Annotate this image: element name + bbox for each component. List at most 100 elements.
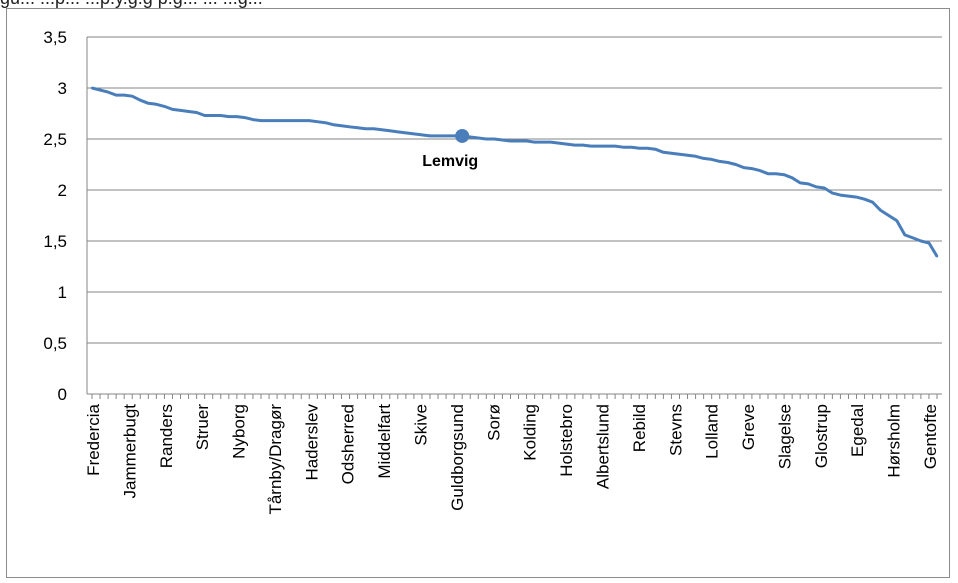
- data-point: [251, 118, 255, 121]
- data-point: [396, 130, 400, 134]
- data-point: [911, 236, 915, 240]
- data-point: [646, 146, 649, 150]
- data-point: [477, 136, 480, 140]
- data-point: [638, 146, 641, 150]
- data-point: [702, 157, 705, 160]
- data-point: [147, 102, 150, 105]
- x-tick-label: Slagelse: [775, 404, 794, 469]
- data-point: [372, 127, 375, 130]
- x-tick-labels: Fredercia Jammerbugt Randers Struer Nyborg Tå…: [84, 403, 940, 514]
- data-point: [525, 139, 528, 143]
- data-point: [469, 135, 472, 139]
- x-tick-label: Randers: [157, 404, 176, 468]
- x-tick-label: Jammerbugt: [120, 404, 139, 499]
- data-point: [259, 119, 263, 122]
- data-point: [903, 233, 907, 237]
- y-tick-label: 2,5: [43, 130, 67, 149]
- x-tick-label: Egedal: [848, 404, 867, 457]
- y-tick-label: 1: [58, 283, 67, 302]
- data-point: [90, 86, 94, 90]
- data-point: [316, 120, 319, 123]
- x-tick-label: Skive: [412, 404, 431, 446]
- data-point: [782, 173, 786, 176]
- data-point: [211, 114, 214, 117]
- data-point: [533, 140, 536, 144]
- data-point: [203, 114, 206, 117]
- data-point: [428, 134, 432, 138]
- data-point: [187, 110, 190, 113]
- annotation-layer: Lemvig: [422, 128, 478, 170]
- data-point: [452, 134, 456, 138]
- data-point: [670, 152, 673, 155]
- data-point: [235, 115, 239, 118]
- y-tick-label: 0: [58, 385, 67, 404]
- axes: [86, 37, 942, 399]
- x-tick-label: Gentofte: [921, 404, 940, 469]
- data-point: [131, 94, 134, 98]
- data-point: [493, 137, 496, 141]
- y-tick-label: 1,5: [43, 232, 67, 251]
- y-tick-label: 3: [58, 79, 67, 98]
- data-point: [171, 108, 174, 111]
- data-point: [726, 161, 729, 164]
- data-point: [509, 139, 512, 143]
- series-line: [91, 86, 939, 258]
- data-point: [420, 133, 424, 137]
- data-point: [380, 128, 383, 132]
- x-tick-label: Holstebro: [557, 404, 576, 477]
- data-point: [573, 143, 577, 147]
- data-point: [831, 191, 834, 195]
- data-point: [823, 186, 826, 190]
- data-point: [605, 144, 609, 148]
- highlight-marker: [455, 128, 470, 143]
- data-point: [589, 144, 593, 148]
- data-point: [790, 176, 794, 179]
- y-tick-labels: 0 0,5 1 1,5 2 2,5 3 3,5: [43, 28, 67, 404]
- data-point: [404, 131, 408, 135]
- data-point: [155, 103, 158, 106]
- data-point: [662, 151, 665, 154]
- data-point: [710, 158, 713, 161]
- data-point: [718, 160, 721, 163]
- data-point: [839, 193, 842, 197]
- data-point: [847, 194, 850, 198]
- data-point: [798, 181, 802, 185]
- data-point: [388, 129, 391, 133]
- data-point: [734, 163, 738, 166]
- data-point: [694, 155, 697, 158]
- data-point: [114, 93, 118, 97]
- data-point: [122, 93, 126, 97]
- x-tick-label: Hørsholm: [885, 404, 904, 478]
- data-point: [243, 116, 247, 119]
- data-point: [887, 214, 890, 217]
- highlight-label: Lemvig: [422, 153, 478, 170]
- data-point: [98, 88, 102, 92]
- data-point: [597, 144, 601, 148]
- data-point: [621, 145, 625, 149]
- data-point: [300, 119, 303, 122]
- data-point: [267, 119, 271, 122]
- data-point: [348, 125, 351, 128]
- data-point: [613, 144, 617, 148]
- data-point: [766, 172, 770, 175]
- data-point: [855, 195, 858, 199]
- x-tick-label: Glostrup: [812, 404, 831, 468]
- data-point: [750, 167, 754, 170]
- data-point: [332, 123, 335, 126]
- data-point: [895, 219, 898, 222]
- data-point: [219, 114, 222, 117]
- data-point: [871, 201, 874, 204]
- x-tick-label: Fredercia: [84, 403, 103, 475]
- x-tick-label: Middelfart: [375, 404, 394, 479]
- x-tick-label: Tårnby/Dragør: [266, 404, 285, 515]
- data-point: [283, 119, 287, 122]
- data-point: [436, 134, 440, 138]
- data-point: [412, 132, 416, 136]
- x-tick-label: Albertslund: [593, 404, 612, 489]
- data-point: [863, 197, 866, 201]
- data-point: [879, 209, 882, 212]
- data-point: [179, 109, 182, 112]
- data-point: [815, 185, 818, 189]
- data-point: [919, 239, 923, 243]
